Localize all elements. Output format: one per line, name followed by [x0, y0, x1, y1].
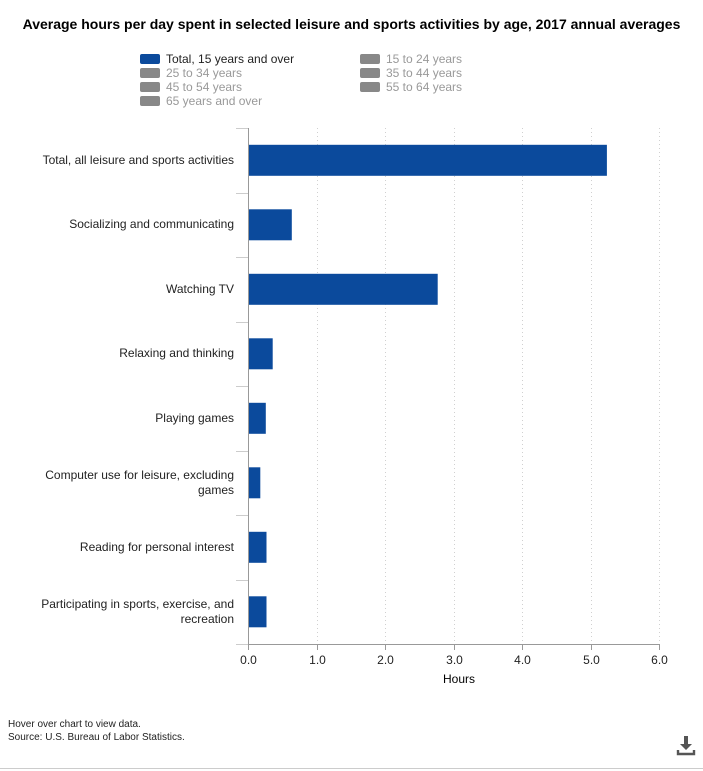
legend-label: 35 to 44 years [386, 66, 463, 80]
legend-swatch [140, 82, 160, 92]
legend: Total, 15 years and over 15 to 24 years 25… [140, 52, 540, 112]
legend-item[interactable]: 35 to 44 years [360, 66, 462, 80]
chart-footer: Hover over chart to view data. Source: U… [8, 718, 185, 744]
y-category-label: Playing games [155, 410, 234, 425]
legend-swatch [360, 54, 380, 64]
legend-swatch [360, 82, 380, 92]
legend-label: Total, 15 years and over [166, 52, 295, 66]
y-category-label: Participating in sports, exercise, and r… [41, 596, 234, 626]
legend-swatch [140, 96, 160, 106]
y-category-label: Watching TV [165, 281, 234, 296]
y-category-label: Socializing and communicating [69, 217, 234, 232]
y-category-label: Relaxing and thinking [119, 346, 234, 361]
y-category-label: Reading for personal interest [79, 539, 234, 554]
legend-swatch [140, 54, 160, 64]
x-axis-title: Hours [442, 672, 475, 686]
x-tick-label: 2.0 [377, 653, 394, 667]
legend-swatch [140, 68, 160, 78]
bar[interactable] [249, 144, 607, 176]
source-note: Source: U.S. Bureau of Labor Statistics. [8, 732, 185, 743]
bottom-divider [0, 768, 703, 769]
x-tick-label: 3.0 [446, 653, 463, 667]
legend-item[interactable]: 25 to 34 years [140, 66, 242, 80]
x-tick-label: 1.0 [309, 653, 326, 667]
y-category-label: Total, all leisure and sports activities [42, 152, 234, 167]
hover-hint: Hover over chart to view data. [8, 719, 141, 730]
bar[interactable] [249, 402, 266, 434]
bar[interactable] [249, 467, 261, 499]
bar[interactable] [249, 596, 267, 628]
legend-item[interactable]: 45 to 54 years [140, 80, 242, 94]
legend-swatch [360, 68, 380, 78]
bar[interactable] [249, 273, 438, 305]
legend-label: 65 years and over [166, 94, 263, 108]
legend-label: 55 to 64 years [386, 80, 463, 94]
bar[interactable] [249, 209, 292, 241]
chart-title: Average hours per day spent in selected … [22, 16, 681, 32]
legend-item[interactable]: 65 years and over [140, 94, 262, 108]
bar[interactable] [249, 531, 267, 563]
legend-label: 45 to 54 years [166, 80, 243, 94]
legend-label: 25 to 34 years [166, 66, 243, 80]
x-tick-label: 5.0 [583, 653, 600, 667]
x-tick-label: 0.0 [240, 653, 257, 667]
bar[interactable] [249, 338, 273, 370]
download-icon[interactable] [676, 734, 696, 756]
legend-item[interactable]: 15 to 24 years [360, 52, 462, 66]
x-tick-label: 4.0 [514, 653, 531, 667]
y-category-label: Computer use for leisure, excluding game… [45, 467, 234, 497]
x-tick-label: 6.0 [651, 653, 668, 667]
legend-label: 15 to 24 years [386, 52, 463, 66]
legend-item[interactable]: Total, 15 years and over [140, 52, 294, 66]
legend-item[interactable]: 55 to 64 years [360, 80, 462, 94]
